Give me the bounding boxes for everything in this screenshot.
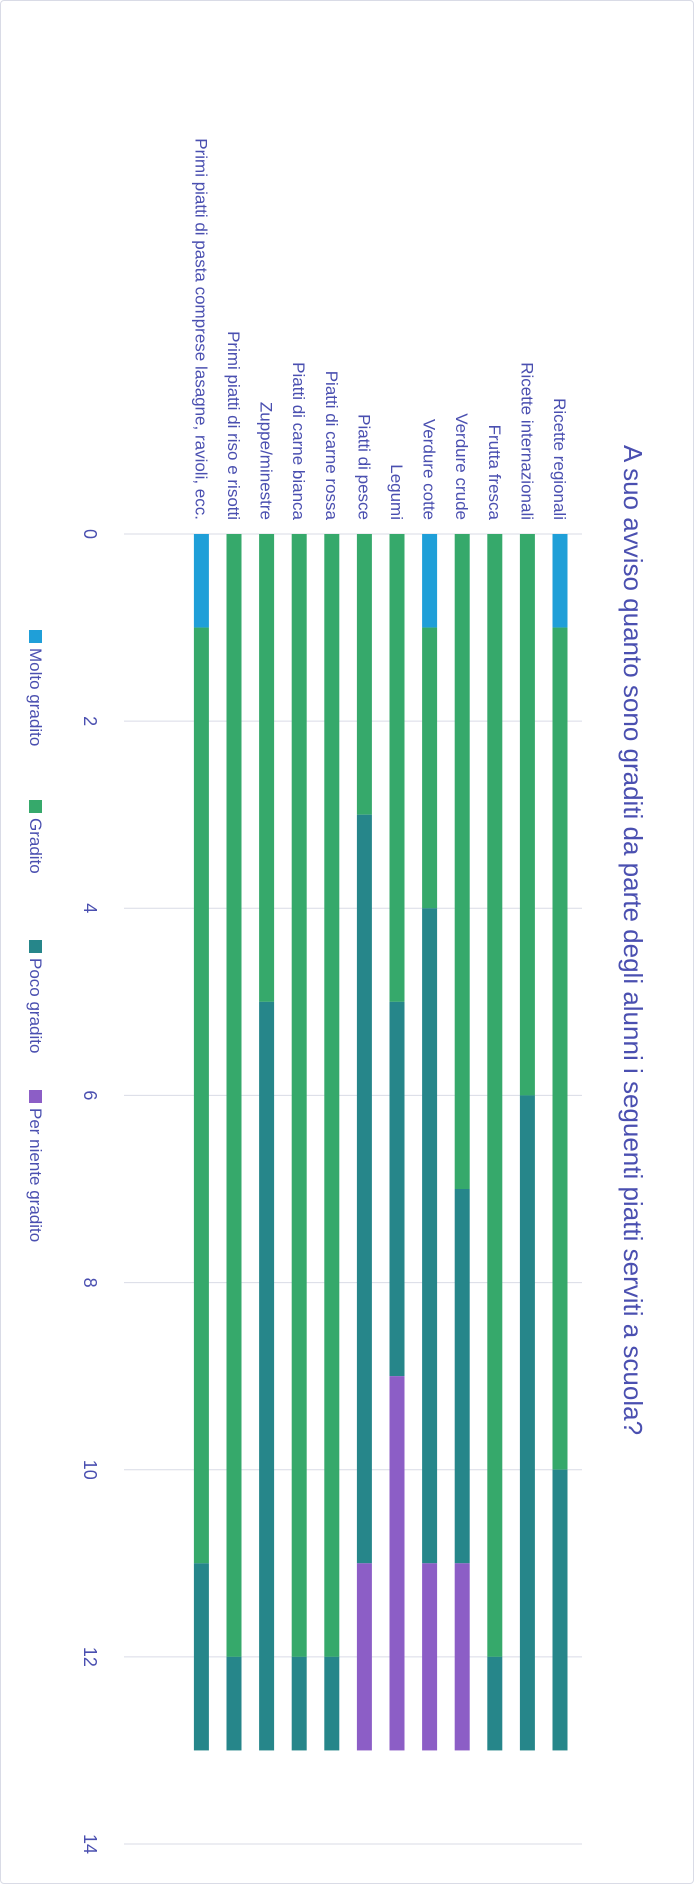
bar-segment: [324, 1656, 340, 1751]
bar-segment: [291, 534, 307, 1657]
bar-segment: [422, 534, 438, 628]
x-tick-label: 10: [80, 1460, 100, 1480]
bar-segment: [324, 534, 340, 1657]
legend-label: Poco gradito: [26, 958, 45, 1053]
bar-segment: [259, 534, 275, 1002]
legend-label: Gradito: [26, 818, 45, 874]
x-tick-label: 4: [80, 903, 100, 913]
bar-segment: [389, 534, 405, 1002]
grid-lines: [124, 533, 582, 1845]
bar-segment: [454, 534, 470, 1189]
x-tick-label: 14: [80, 1834, 100, 1854]
category-label: Piatti di carne rossa: [322, 371, 341, 521]
category-label: Zuppe/minestre: [257, 402, 276, 520]
x-tick-label: 6: [80, 1090, 100, 1100]
category-labels: Ricette regionali Ricette internazionali F…: [191, 138, 569, 520]
legend-label: Molto gradito: [26, 648, 45, 746]
category-label: Piatti di pesce: [354, 414, 373, 520]
legend-swatch: [29, 800, 42, 813]
legend-swatch: [29, 940, 42, 953]
bar-segment: [487, 534, 503, 1657]
bar-segment: [552, 534, 568, 628]
legend: Molto gradito Gradito Poco gradito Per nien…: [26, 630, 45, 1242]
category-label: Verdure crude: [452, 413, 471, 520]
category-label: Frutta fresca: [485, 425, 504, 521]
x-tick-label: 8: [80, 1278, 100, 1288]
bar-segment: [422, 627, 438, 909]
bars: [193, 534, 568, 1751]
category-label: Ricette internazionali: [517, 362, 536, 520]
bar-segment: [487, 1656, 503, 1751]
chart-title: A suo avviso quanto sono graditi da part…: [618, 445, 648, 1435]
x-tick-label: 12: [80, 1647, 100, 1667]
bar-segment: [389, 1376, 405, 1751]
bar-segment: [356, 1563, 372, 1751]
bar-segment: [389, 1001, 405, 1377]
category-label: Verdure cotte: [420, 419, 439, 520]
bar-segment: [291, 1656, 307, 1751]
bar-segment: [422, 1563, 438, 1751]
bar-segment: [226, 534, 242, 1657]
bar-segment: [519, 534, 535, 1096]
bar-segment: [193, 534, 209, 628]
category-label: Ricette regionali: [550, 398, 569, 520]
category-label: Legumi: [387, 464, 406, 520]
bar-segment: [356, 534, 372, 815]
legend-swatch: [29, 1090, 42, 1103]
bar-segment: [422, 908, 438, 1564]
bar-segment: [259, 1001, 275, 1751]
bar-segment: [356, 814, 372, 1564]
bar-segment: [519, 1095, 535, 1751]
bar-segment: [454, 1563, 470, 1751]
category-label: Primi piatti di riso e risotti: [224, 331, 243, 520]
bar-segment: [552, 1469, 568, 1751]
x-tick-label: 0: [80, 529, 100, 539]
x-tick-label: 2: [80, 716, 100, 726]
axis-ticks: 0 2 4 6 8 10 12 14: [80, 529, 100, 1854]
legend-swatch: [29, 630, 42, 643]
bar-segment: [226, 1656, 242, 1751]
bar-segment: [193, 627, 209, 1564]
bar-segment: [193, 1563, 209, 1751]
legend-label: Per niente gradito: [26, 1108, 45, 1242]
category-label: Primi piatti di pasta comprese lasagne, …: [191, 138, 210, 520]
bar-segment: [552, 627, 568, 1470]
category-label: Piatti di carne bianca: [289, 362, 308, 520]
bar-segment: [454, 1189, 470, 1564]
